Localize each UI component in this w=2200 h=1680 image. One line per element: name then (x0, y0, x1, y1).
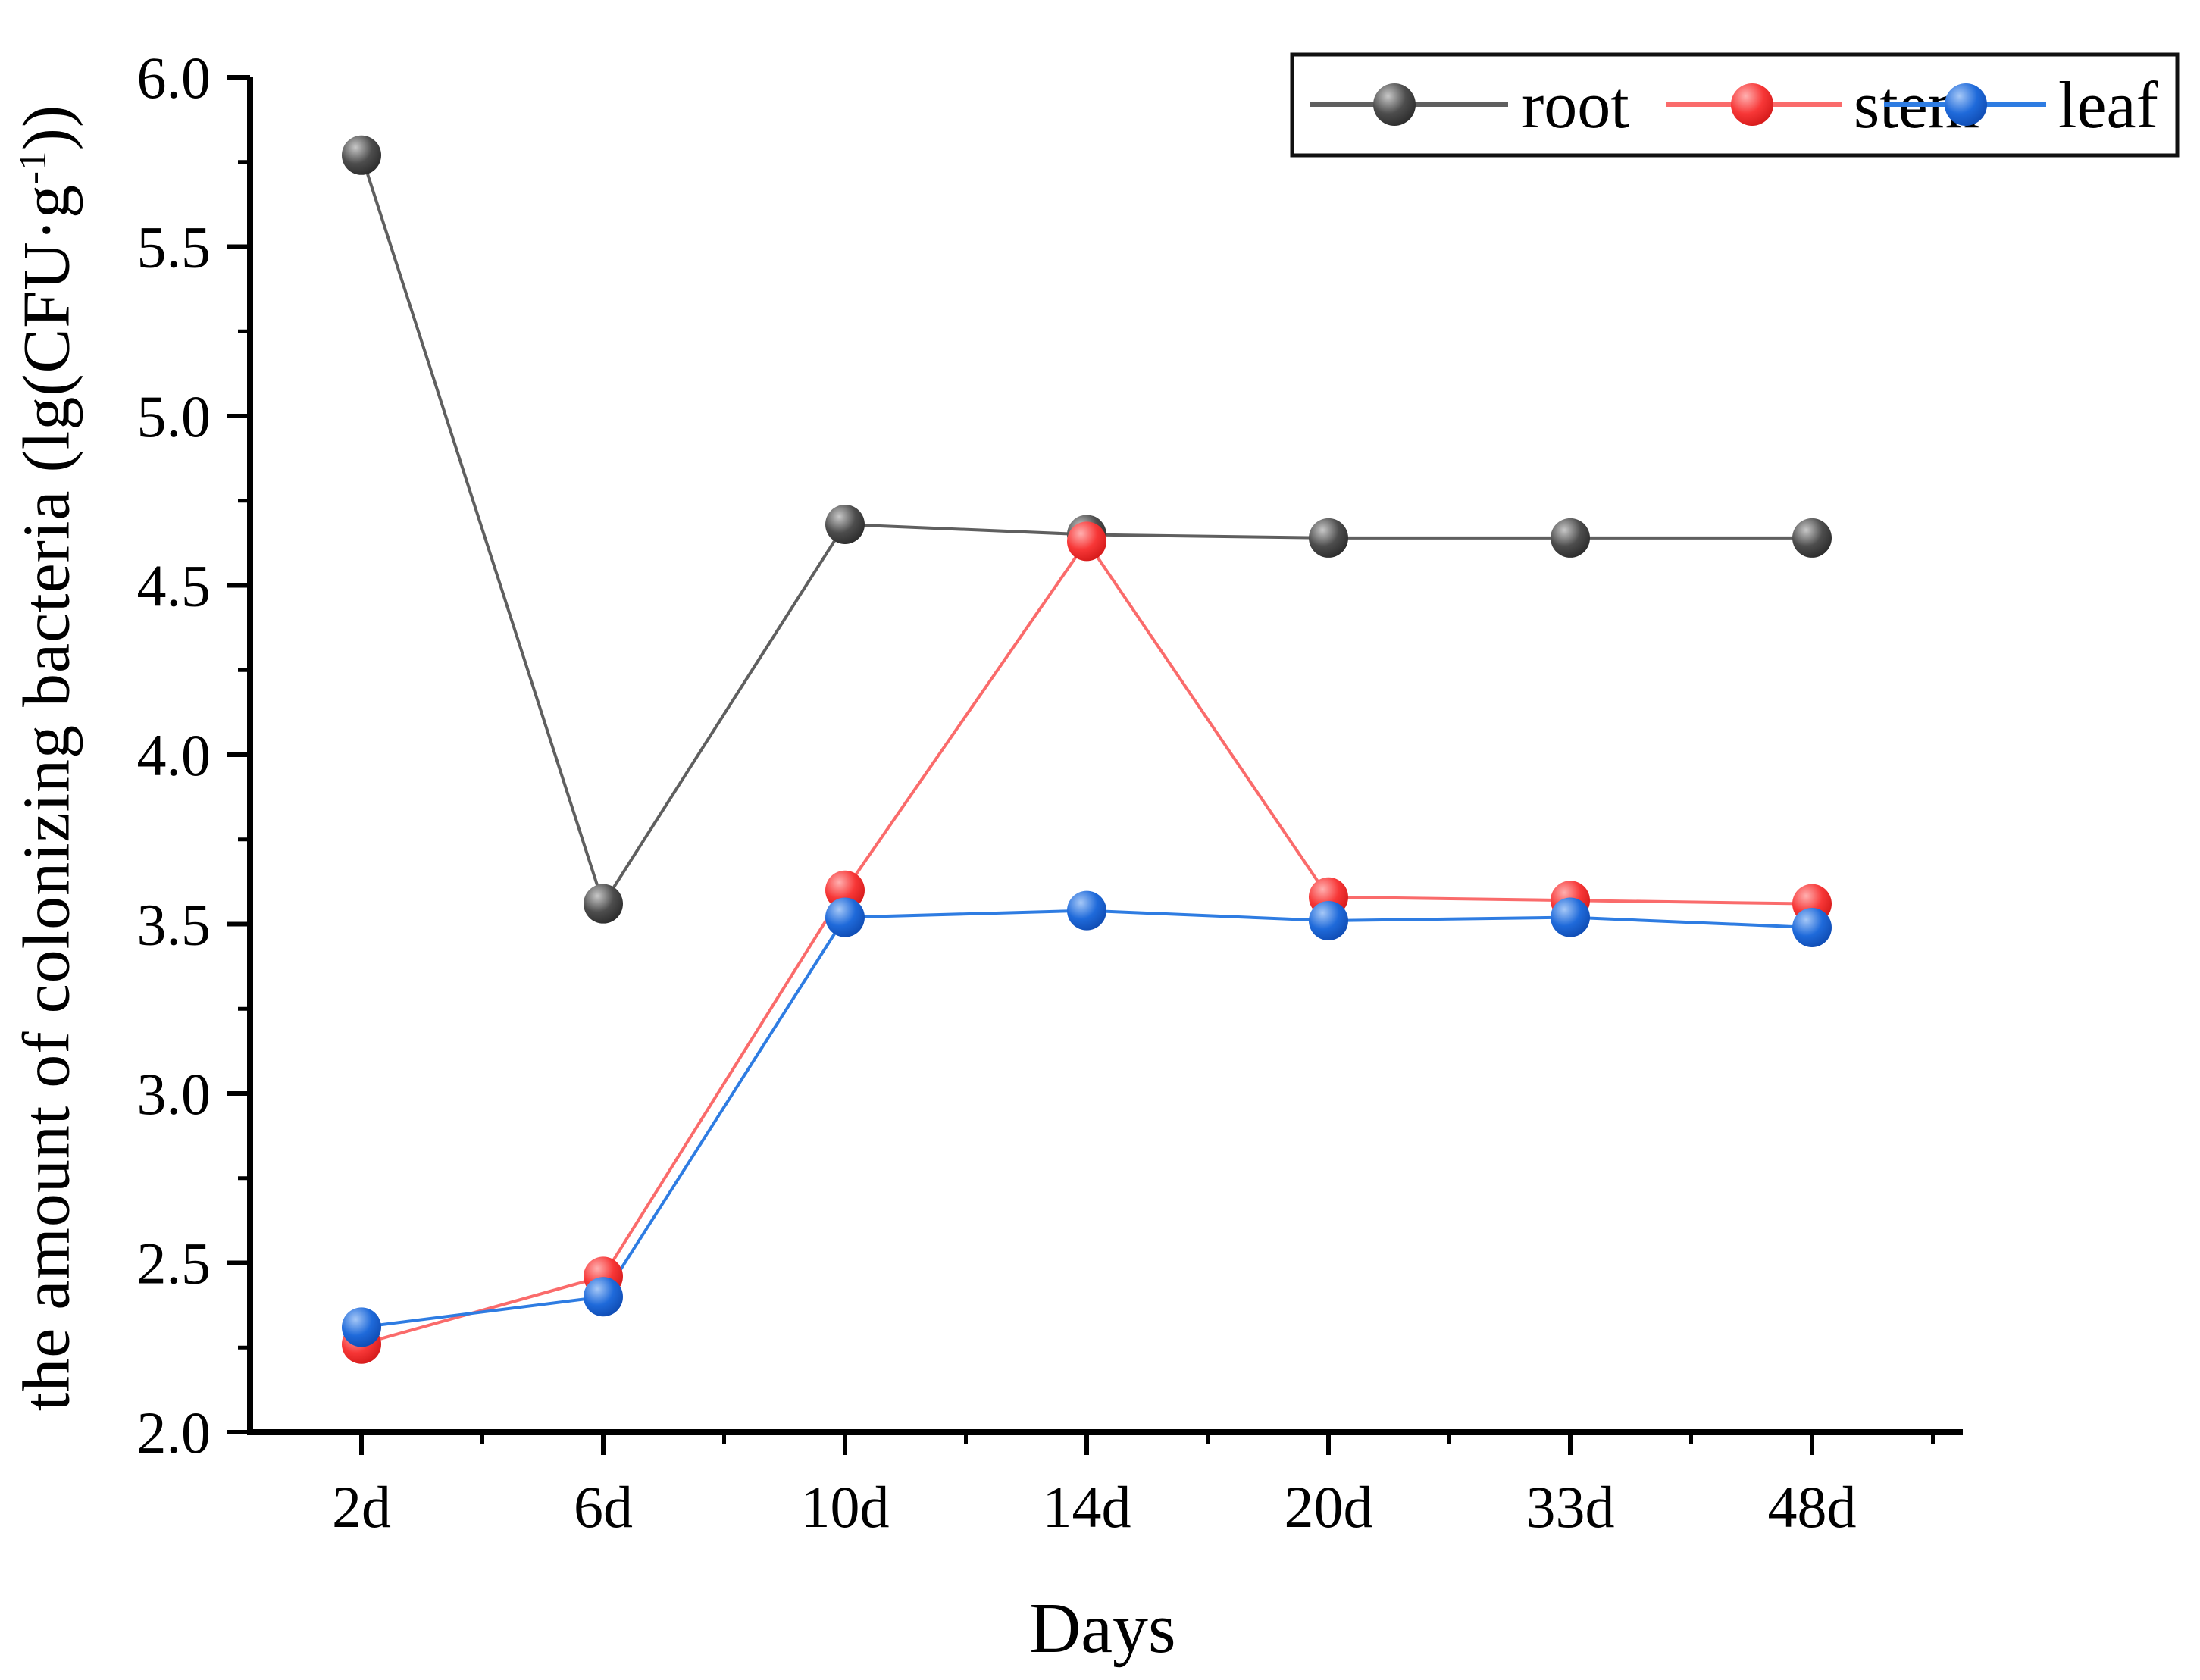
marker-leaf-20d (1309, 901, 1348, 941)
legend-label-leaf: leaf (2058, 69, 2159, 142)
marker-leaf-2d (342, 1307, 381, 1347)
marker-root-33d (1551, 518, 1590, 558)
x-tick-label: 2d (332, 1474, 391, 1540)
y-axis-title-text: the amount of colonizing bacteria (lg(CF… (10, 183, 84, 1412)
series-line-leaf (361, 909, 1813, 1329)
x-axis-title: Days (1029, 1589, 1176, 1668)
marker-root-48d (1792, 518, 1832, 558)
marker-leaf-14d (1067, 890, 1106, 931)
marker-leaf-6d (584, 1277, 623, 1317)
axes-layer: 2.0 2.5 3.0 3.5 4.0 4.5 5.0 5.5 6.0 2d 6d 10d 14d 20d… (137, 45, 1963, 1540)
x-tick-label: 20d (1285, 1474, 1373, 1540)
marker-root-20d (1309, 518, 1348, 558)
marker-stem-10d (825, 870, 865, 910)
x-tick-label: 14d (1043, 1474, 1131, 1540)
y-axis-title-superscript: -1 (12, 150, 55, 184)
y-tick-label: 2.0 (137, 1400, 211, 1466)
y-tick-label: 5.5 (137, 214, 211, 280)
y-axis-title: the amount of colonizing bacteria (lg(CF… (9, 105, 86, 1411)
series-line-stem (361, 538, 1813, 1346)
legend-marker-leaf (1945, 83, 1987, 126)
y-tick-label: 3.5 (137, 892, 211, 958)
x-tick-label: 48d (1768, 1474, 1857, 1540)
marker-root-10d (825, 505, 865, 545)
marker-root-2d (342, 135, 381, 175)
y-tick-label: 4.0 (137, 722, 211, 788)
y-tick-label: 4.5 (137, 553, 211, 619)
marker-leaf-10d (825, 897, 865, 937)
y-axis-title-suffix: )) (10, 104, 84, 151)
marker-root-6d (584, 884, 623, 924)
x-tick-label: 6d (574, 1474, 633, 1540)
marker-leaf-48d (1792, 907, 1832, 947)
legend-marker-root (1373, 83, 1416, 126)
legend: root stem leaf (1290, 52, 2180, 158)
y-tick-label: 5.0 (137, 383, 211, 449)
x-tick-label: 33d (1526, 1474, 1615, 1540)
series-layer (342, 135, 1832, 1364)
marker-stem-14d (1067, 521, 1106, 562)
y-tick-label: 6.0 (137, 45, 211, 111)
x-tick-label: 10d (801, 1474, 890, 1540)
y-tick-label: 3.0 (137, 1061, 211, 1127)
legend-label-root: root (1522, 69, 1629, 142)
y-tick-label: 2.5 (137, 1231, 211, 1297)
marker-leaf-33d (1551, 897, 1590, 937)
legend-marker-stem (1731, 83, 1773, 126)
